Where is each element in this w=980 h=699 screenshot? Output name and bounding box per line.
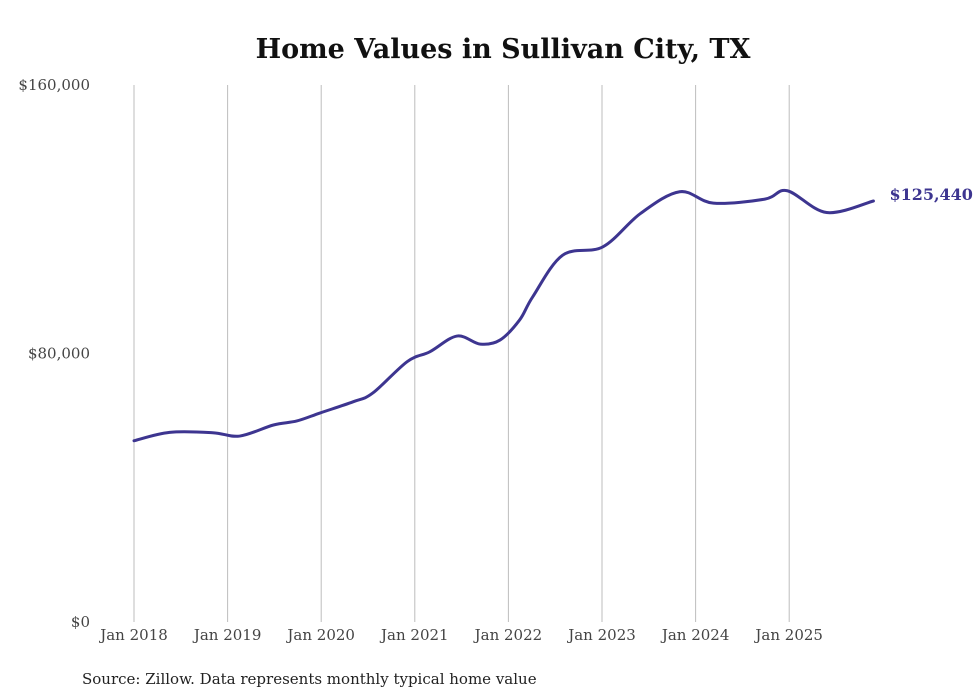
y-axis: $0 $80,000 $160,000 bbox=[18, 76, 90, 631]
gridlines bbox=[133, 85, 790, 622]
x-tick-label: Jan 2022 bbox=[473, 626, 543, 644]
x-tick-label: Jan 2021 bbox=[379, 626, 449, 644]
x-tick-label: Jan 2020 bbox=[285, 626, 355, 644]
x-tick-label: Jan 2018 bbox=[98, 626, 168, 644]
series-line bbox=[132, 188, 875, 443]
x-tick-label: Jan 2019 bbox=[192, 626, 262, 644]
y-tick-label: $160,000 bbox=[18, 76, 90, 94]
y-tick-label: $0 bbox=[71, 613, 90, 631]
series-layer: $125,440 bbox=[132, 185, 973, 443]
x-axis: Jan 2018 Jan 2019 Jan 2020 Jan 2021 Jan 2022… bbox=[98, 626, 823, 644]
x-tick-label: Jan 2024 bbox=[660, 626, 730, 644]
y-tick-label: $80,000 bbox=[28, 345, 90, 363]
x-tick-label: Jan 2023 bbox=[566, 626, 636, 644]
end-value-label: $125,440 bbox=[889, 185, 973, 204]
x-tick-label: Jan 2025 bbox=[753, 626, 823, 644]
source-note: Source: Zillow. Data represents monthly … bbox=[82, 670, 537, 688]
chart-title: Home Values in Sullivan City, TX bbox=[256, 34, 751, 65]
